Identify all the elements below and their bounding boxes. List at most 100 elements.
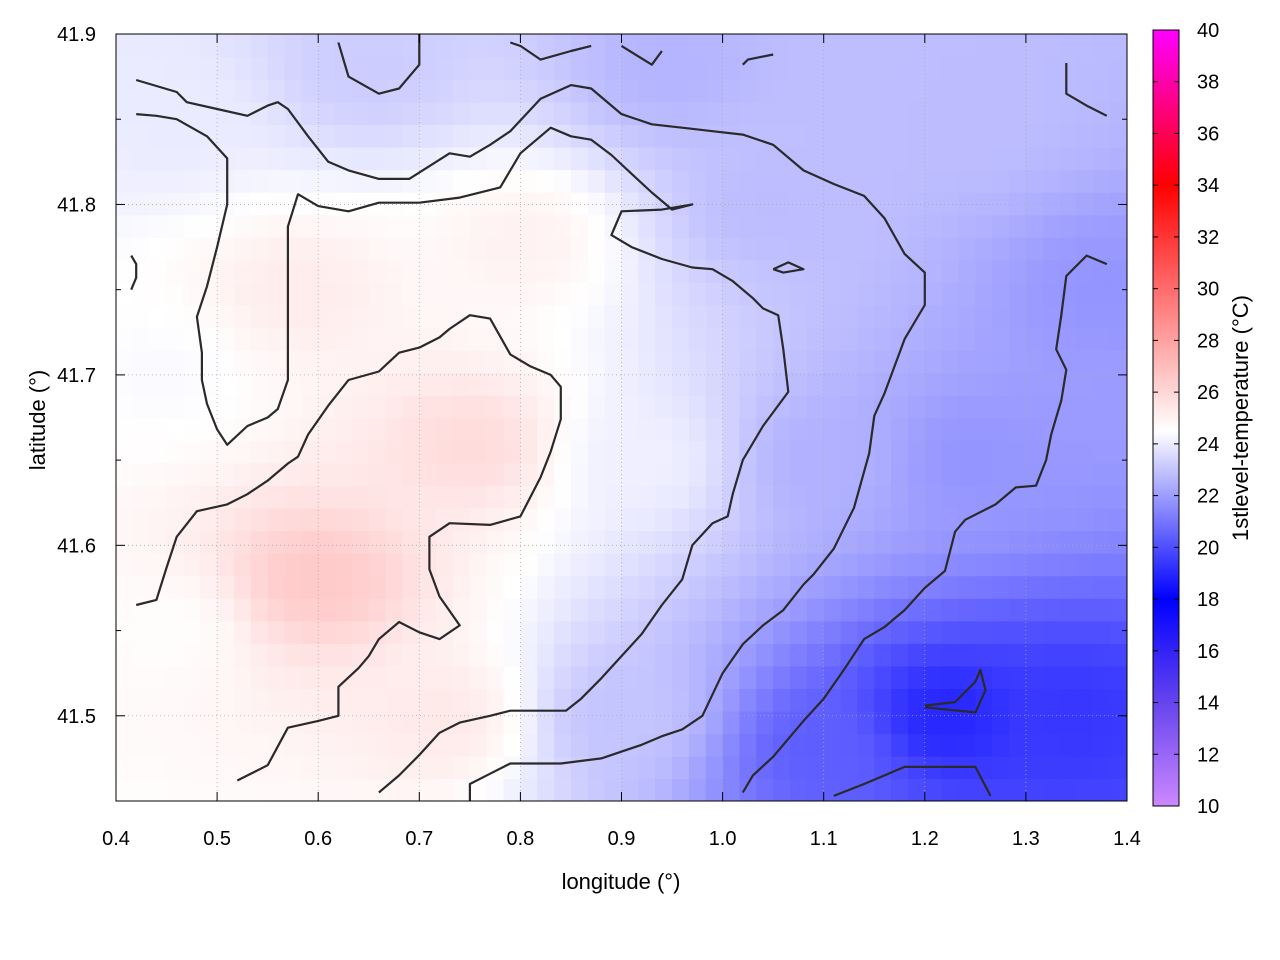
heatmap-cell [200, 237, 218, 261]
heatmap-cell [790, 462, 808, 486]
heatmap-cell [335, 304, 353, 329]
heatmap-cell [183, 530, 202, 554]
heatmap-cell [570, 507, 589, 532]
heatmap-cell [1110, 237, 1127, 261]
heatmap-cell [621, 349, 640, 374]
heatmap-cell [975, 282, 993, 306]
heatmap-cell [638, 146, 656, 171]
heatmap-cell [453, 259, 471, 283]
heatmap-cell [520, 462, 539, 486]
heatmap-cell [335, 146, 353, 171]
heatmap-cell [672, 507, 690, 532]
heatmap-cell [301, 327, 319, 351]
heatmap-cell [924, 507, 943, 532]
heatmap-cell [587, 575, 606, 599]
heatmap-cell [200, 485, 218, 509]
heatmap-cell [132, 552, 151, 577]
heatmap-cell [368, 56, 387, 80]
heatmap-cell [486, 56, 505, 80]
heatmap-cell [874, 124, 892, 148]
heatmap-cell [570, 778, 589, 801]
heatmap-cell [874, 440, 892, 464]
heatmap-cell [537, 124, 555, 148]
x-tick-label: 0.5 [203, 828, 231, 850]
heatmap-cell [1059, 394, 1078, 419]
heatmap-cell [1093, 507, 1111, 532]
heatmap-cell [149, 169, 168, 193]
heatmap-cell [1110, 56, 1127, 80]
heatmap-cell [116, 327, 134, 351]
heatmap-cell [1110, 259, 1127, 283]
heatmap-cell [419, 79, 437, 103]
heatmap-cell [1076, 485, 1095, 509]
heatmap-cell [149, 485, 168, 509]
heatmap-cell [1042, 665, 1061, 690]
heatmap-cell [469, 462, 488, 486]
heatmap-cell [891, 372, 909, 396]
heatmap-cell [604, 778, 623, 801]
heatmap-cell [638, 552, 656, 577]
heatmap-cell [132, 124, 151, 148]
heatmap-cell [1009, 146, 1027, 171]
heatmap-cell [385, 552, 404, 577]
heatmap-cell [907, 733, 926, 757]
heatmap-cell [385, 485, 404, 509]
heatmap-cell [419, 259, 437, 283]
heatmap-cell [1042, 462, 1061, 486]
x-tick-label: 1.2 [911, 828, 939, 850]
heatmap-cell [1025, 597, 1044, 622]
heatmap-cell [907, 372, 926, 396]
heatmap-cell [284, 643, 303, 667]
heatmap-cell [773, 688, 791, 712]
heatmap-cell [1025, 710, 1044, 735]
heatmap-cell [672, 440, 690, 464]
heatmap-cell [318, 665, 336, 690]
heatmap-cell [1076, 575, 1095, 599]
heatmap-cell [1042, 597, 1061, 622]
heatmap-cell [672, 688, 690, 712]
heatmap-cell [335, 507, 353, 532]
heatmap-cell [116, 394, 134, 419]
heatmap-cell [436, 733, 454, 757]
heatmap-cell [1009, 440, 1027, 464]
heatmap-cell [217, 79, 235, 103]
contour-line [833, 765, 992, 797]
heatmap-cell [941, 146, 960, 171]
heatmap-cell [554, 101, 572, 126]
heatmap-cell [739, 34, 758, 58]
heatmap-cell [453, 485, 471, 509]
heatmap-cell [587, 440, 606, 464]
heatmap-cell [688, 485, 707, 509]
heatmap-cell [1093, 237, 1111, 261]
heatmap-cell [554, 643, 572, 667]
heatmap-cell [486, 394, 505, 419]
heatmap-cell [166, 56, 185, 80]
heatmap-cell [368, 259, 387, 283]
heatmap-cell [233, 282, 252, 306]
contour-line [620, 44, 663, 66]
heatmap-cell [520, 56, 539, 80]
heatmap-cell [149, 440, 168, 464]
heatmap-cell [688, 507, 707, 532]
heatmap-cell [891, 688, 909, 712]
heatmap-cell [419, 282, 437, 306]
heatmap-cell [840, 597, 859, 622]
heatmap-cell [301, 372, 319, 396]
contour-line [772, 261, 805, 274]
heatmap-cell [419, 620, 437, 644]
heatmap-cell [773, 643, 791, 667]
heatmap-cell [638, 282, 656, 306]
heatmap-cell [958, 643, 977, 667]
heatmap-cell [958, 259, 977, 283]
heatmap-cell [722, 394, 741, 419]
heatmap-cell [233, 327, 252, 351]
heatmap-cell [1009, 372, 1027, 396]
heatmap-cell [149, 552, 168, 577]
heatmap-cell [116, 146, 134, 171]
heatmap-cell [992, 530, 1010, 554]
heatmap-cell [1059, 237, 1078, 261]
heatmap-cell [1009, 214, 1027, 238]
heatmap-cell [351, 755, 370, 780]
heatmap-cell [368, 440, 387, 464]
